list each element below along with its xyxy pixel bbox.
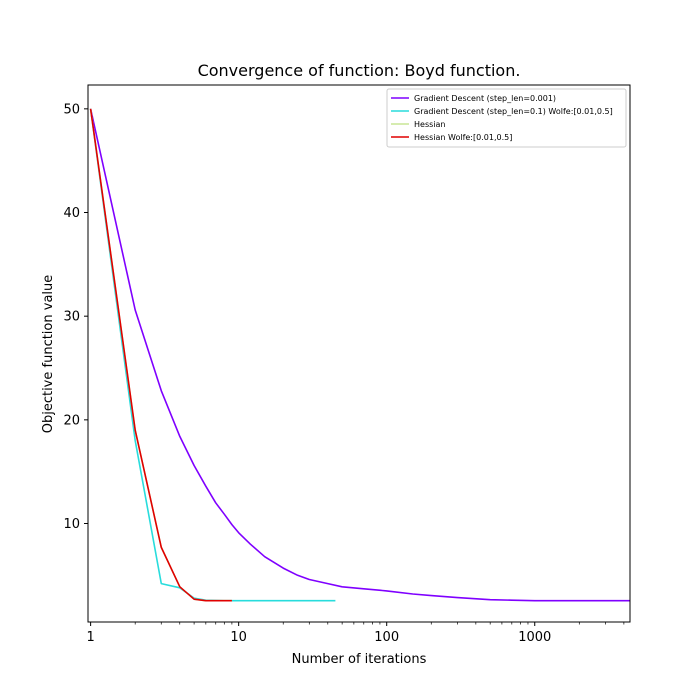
y-tick-label-4: 40	[63, 206, 80, 221]
y-axis: 10 20 30 40 50	[63, 102, 88, 532]
y-axis-label: Objective function value	[41, 275, 56, 434]
series-line-4	[89, 108, 232, 602]
legend-label-4: Hessian Wolfe:[0.01,0.5]	[414, 133, 512, 142]
x-axis-label: Number of iterations	[292, 652, 427, 667]
x-tick-label-4: 1000	[518, 630, 551, 645]
legend-label-3: Hessian	[414, 120, 445, 129]
x-axis: 1 10 100 1000	[86, 622, 625, 645]
plot-frame	[87, 84, 631, 623]
legend-label-1: Gradient Descent (step_len=0.001)	[414, 94, 556, 103]
legend-box	[386, 88, 627, 148]
y-tick-label-5: 50	[63, 102, 80, 117]
x-tick-label-1: 1	[86, 630, 94, 645]
x-tick-label-2: 10	[230, 630, 247, 645]
y-tick-label-1: 10	[63, 517, 80, 532]
plot-area	[89, 108, 630, 602]
x-tick-label-3: 100	[374, 630, 399, 645]
legend-label-2: Gradient Descent (step_len=0.1) Wolfe:[0…	[414, 107, 613, 116]
chart-title: Convergence of function: Boyd function.	[198, 61, 521, 80]
series-line-1	[89, 108, 630, 602]
y-tick-label-3: 30	[63, 310, 80, 325]
y-tick-label-2: 20	[63, 413, 80, 428]
legend: Gradient Descent (step_len=0.001) Gradien…	[386, 88, 627, 148]
